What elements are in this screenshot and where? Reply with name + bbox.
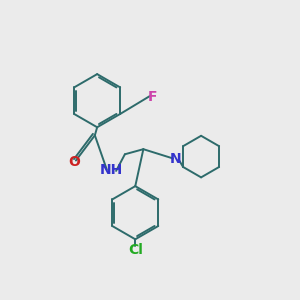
Text: Cl: Cl: [128, 243, 143, 257]
Text: NH: NH: [99, 164, 123, 177]
Text: F: F: [148, 90, 157, 104]
Text: N: N: [170, 152, 182, 166]
Text: O: O: [68, 155, 80, 169]
